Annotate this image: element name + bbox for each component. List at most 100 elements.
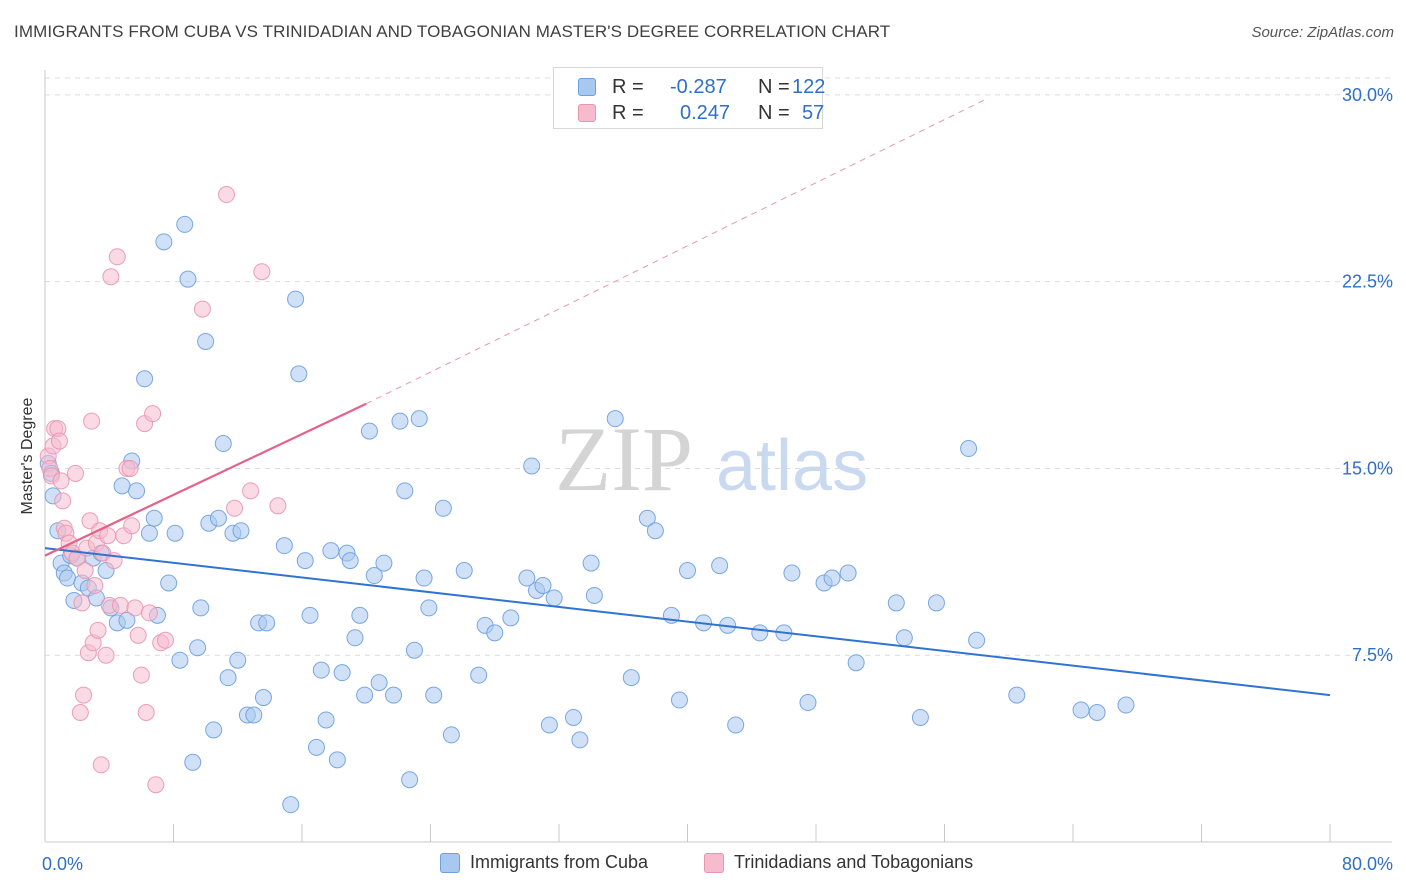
cuba-point xyxy=(391,412,409,430)
watermark-atlas: atlas xyxy=(716,426,868,506)
trinidad-point xyxy=(50,432,68,450)
y-tick-label: 22.5% xyxy=(1342,272,1393,292)
cuba-point xyxy=(254,689,272,707)
trend-layer xyxy=(44,99,1331,697)
watermark: ZIP atlas xyxy=(555,408,868,510)
cuba-point xyxy=(927,594,945,612)
series-legend-label: Immigrants from Cuba xyxy=(470,852,649,872)
cuba-point xyxy=(1072,701,1090,719)
trinidad-trend-extension xyxy=(366,99,985,405)
cuba-point xyxy=(823,569,841,587)
trinidad-trend-line xyxy=(44,402,367,557)
cuba-point xyxy=(209,509,227,527)
cuba-point xyxy=(136,370,154,388)
trinidad-point xyxy=(52,472,70,490)
cuba-point xyxy=(523,457,541,475)
cuba-point xyxy=(502,609,520,627)
trinidad-point xyxy=(73,594,91,612)
cuba-point xyxy=(184,753,202,771)
cuba-point xyxy=(287,290,305,308)
cuba-point xyxy=(895,629,913,647)
cuba-point xyxy=(564,708,582,726)
trinidad-point xyxy=(97,646,115,664)
legend-r-label: R = xyxy=(612,101,644,124)
legend-n-label: N = xyxy=(758,101,790,124)
cuba-point xyxy=(582,554,600,572)
cuba-point xyxy=(258,614,276,632)
cuba-point xyxy=(434,499,452,517)
trinidad-point xyxy=(226,499,244,517)
cuba-point xyxy=(155,233,173,251)
x-tick-label: 0.0% xyxy=(42,854,83,874)
cuba-point xyxy=(534,576,552,594)
trinidad-point xyxy=(242,482,260,500)
cuba-point xyxy=(518,569,536,587)
y-axis-label: Master's Degree xyxy=(19,397,36,515)
series-legend-item-trinidad[interactable]: Trinidadians and Tobagonians xyxy=(704,852,973,873)
trinidad-point xyxy=(147,776,165,794)
trinidad-point xyxy=(102,268,120,286)
correlation-legend: R = -0.287 N = 122 R = 0.247 N = 57 xyxy=(553,67,826,129)
cuba-point xyxy=(229,651,247,669)
cuba-point xyxy=(839,564,857,582)
cuba-point xyxy=(401,771,419,789)
cuba-point xyxy=(571,731,589,749)
cuba-point xyxy=(968,631,986,649)
cuba-point xyxy=(410,410,428,428)
trinidad-point xyxy=(75,686,93,704)
trinidad-point xyxy=(86,576,104,594)
cuba-point xyxy=(113,477,131,495)
cuba-point xyxy=(960,440,978,458)
trinidad-point xyxy=(253,263,271,281)
cuba-point xyxy=(197,332,215,350)
cuba-point xyxy=(405,641,423,659)
legend-r-label: R = xyxy=(612,75,644,98)
tick-label-layer: 7.5% 15.0% 22.5% 30.0% 0.0% 80.0% xyxy=(42,85,1393,874)
trinidad-point xyxy=(92,756,110,774)
trinidad-point xyxy=(89,621,107,639)
cuba-point xyxy=(847,654,865,672)
cuba-point xyxy=(799,694,817,712)
cuba-point xyxy=(118,611,136,629)
cuba-point xyxy=(396,482,414,500)
cuba-point xyxy=(1008,686,1026,704)
cuba-point xyxy=(622,669,640,687)
cuba-point xyxy=(486,624,504,642)
trinidad-point xyxy=(54,492,72,510)
cuba-point xyxy=(351,606,369,624)
cuba-point xyxy=(346,629,364,647)
cuba-point xyxy=(328,751,346,769)
trinidad-point xyxy=(99,527,117,545)
cuba-point xyxy=(322,542,340,560)
legend-r-value: -0.287 xyxy=(670,75,727,98)
x-tick-label: 80.0% xyxy=(1342,854,1393,874)
cuba-point xyxy=(442,726,460,744)
trinidad-point xyxy=(111,596,129,614)
trinidad-point xyxy=(218,186,236,204)
trinidad-point xyxy=(269,497,287,515)
cuba-point xyxy=(585,586,603,604)
cuba-point xyxy=(275,537,293,555)
trinidad-point xyxy=(108,248,126,266)
cuba-point xyxy=(670,691,688,709)
cuba-point xyxy=(176,215,194,233)
legend-n-value: 122 xyxy=(792,75,826,98)
cuba-point xyxy=(232,522,250,540)
source-label: Source: ZipAtlas.com xyxy=(1251,24,1394,41)
cuba-point xyxy=(415,569,433,587)
cuba-point xyxy=(245,706,263,724)
trinidad-point xyxy=(129,626,147,644)
cuba-point xyxy=(783,564,801,582)
cuba-point xyxy=(455,562,473,580)
trinidad-point xyxy=(126,599,144,617)
trinidad-point xyxy=(137,704,155,722)
trinidad-point xyxy=(156,631,174,649)
series-legend-item-cuba[interactable]: Immigrants from Cuba xyxy=(440,852,648,873)
cuba-point xyxy=(160,574,178,592)
cuba-point xyxy=(360,422,378,440)
cuba-point xyxy=(470,666,488,684)
cuba-point xyxy=(751,624,769,642)
cuba-point xyxy=(205,721,223,739)
cuba-point xyxy=(887,594,905,612)
points-layer xyxy=(39,186,1135,814)
